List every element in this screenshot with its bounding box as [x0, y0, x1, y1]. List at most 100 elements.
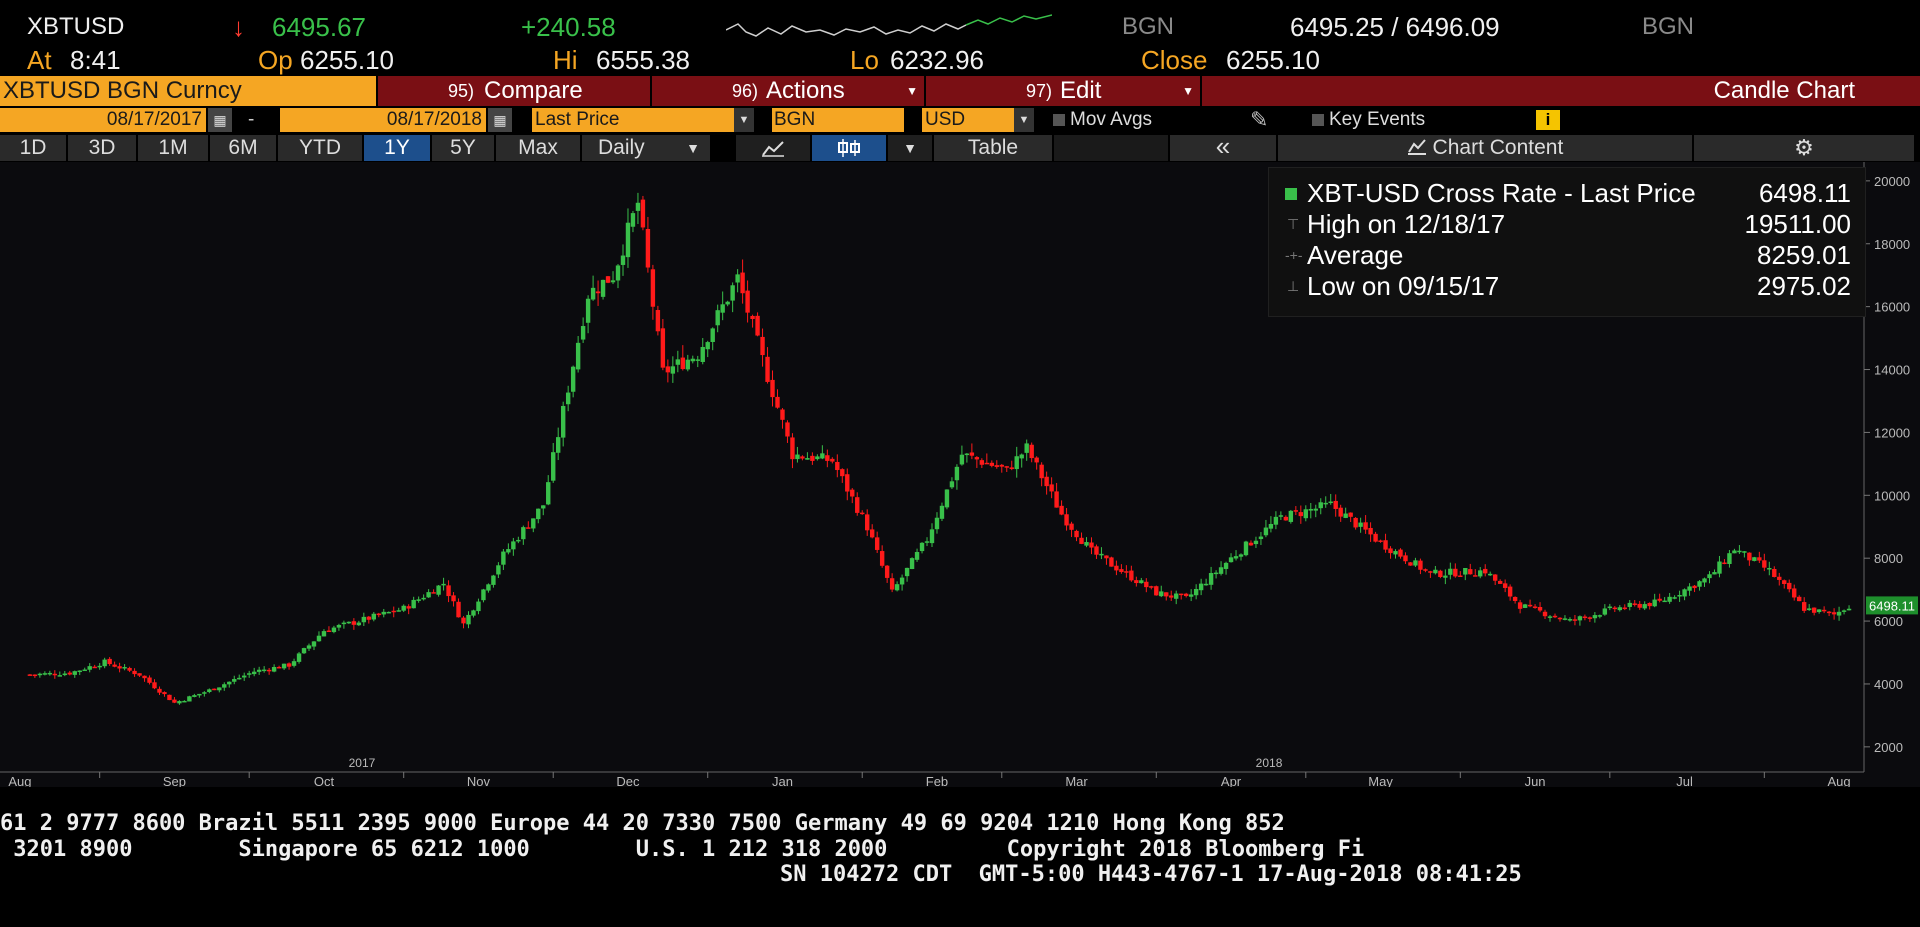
candle-down [1762, 560, 1767, 568]
footer-session-info: SN 104272 CDT GMT-5:00 H443-4767-1 17-Au… [780, 862, 1522, 887]
range-dash: - [248, 109, 255, 130]
candle-up [301, 648, 307, 654]
candle-up [1488, 573, 1493, 576]
candle-down [1383, 540, 1388, 550]
candle-up [1841, 610, 1847, 612]
candle-down [884, 565, 890, 578]
end-date-field[interactable]: 08/17/2018 [280, 108, 486, 132]
ticker-symbol: XBTUSD [27, 13, 125, 40]
x-month-label: Aug [1828, 774, 1851, 787]
period-6m-button[interactable]: 6M [210, 135, 276, 161]
chevron-down-icon: ▼ [686, 140, 700, 156]
actions-number: 96) [732, 81, 759, 101]
y-tick-label: 10000 [1874, 488, 1910, 503]
candle-up [1607, 606, 1613, 609]
candle-down [1612, 607, 1618, 610]
line-chart-icon[interactable] [736, 135, 810, 161]
chart-content-button[interactable]: Chart Content [1278, 135, 1692, 161]
frequency-select[interactable]: Daily ▼ [582, 135, 710, 161]
chevron-down-icon[interactable]: ▼ [1014, 108, 1034, 132]
source-field[interactable]: BGN [772, 108, 904, 132]
candle-up [1433, 569, 1438, 574]
legend-value: 19511.00 [1744, 209, 1851, 239]
candle-up [944, 489, 950, 508]
candle-up [202, 692, 207, 694]
calendar-icon[interactable]: ▦ [208, 108, 232, 132]
candle-down [780, 409, 785, 420]
table-button[interactable]: Table [934, 135, 1052, 161]
chevron-down-icon[interactable]: ▼ [888, 135, 932, 161]
candle-down [1777, 576, 1782, 580]
candle-down [112, 664, 117, 667]
security-field[interactable]: XBTUSD BGN Curncy [0, 76, 376, 106]
candle-up [1238, 554, 1244, 557]
candle-down [1632, 603, 1637, 605]
candle-down [865, 514, 870, 531]
intraday-sparkline [726, 14, 1052, 37]
chart-type-menu[interactable]: Candle Chart [1202, 76, 1920, 106]
candle-down [869, 529, 875, 538]
period-max-button[interactable]: Max [496, 135, 580, 161]
candle-down [595, 291, 601, 294]
candle-down [137, 673, 142, 676]
candle-up [496, 565, 501, 575]
settings-gear-icon[interactable]: ⚙ [1694, 135, 1914, 161]
candle-up [536, 508, 541, 520]
candle-down [1692, 585, 1697, 589]
candle-up [87, 666, 92, 670]
key-events-checkbox[interactable] [1312, 114, 1324, 126]
candle-chart-icon[interactable] [812, 135, 886, 161]
candle-down [1537, 607, 1543, 611]
candle-down [889, 578, 895, 590]
candle-up [1099, 553, 1104, 556]
candle-up [1393, 551, 1398, 555]
actions-menu[interactable]: 96) Actions ▼ [652, 76, 924, 106]
x-month-label: May [1368, 774, 1393, 787]
currency-select[interactable]: USD [922, 108, 1014, 132]
chart-content-label: Chart Content [1432, 136, 1564, 159]
period-3d-button[interactable]: 3D [68, 135, 136, 161]
candle-up [396, 610, 401, 612]
period-1m-button[interactable]: 1M [138, 135, 208, 161]
candle-up [346, 621, 352, 624]
x-month-label: Dec [616, 774, 640, 787]
candle-down [755, 315, 760, 336]
candle-down [1338, 507, 1343, 517]
period-5y-button[interactable]: 5Y [432, 135, 494, 161]
candle-up [1816, 609, 1822, 613]
candle-down [1039, 464, 1044, 479]
price-field-select[interactable]: Last Price [532, 108, 754, 132]
candle-up [1707, 574, 1712, 579]
edit-number: 97) [1026, 81, 1053, 101]
info-icon[interactable]: i [1536, 110, 1560, 130]
chart-legend[interactable]: XBT-USD Cross Rate - Last Price 6498.11 … [1268, 167, 1866, 317]
candle-down [117, 666, 122, 669]
period-ytd-button[interactable]: YTD [278, 135, 362, 161]
calendar-icon[interactable]: ▦ [488, 108, 512, 132]
candle-down [979, 460, 985, 465]
candle-down [665, 366, 671, 373]
chevron-down-icon[interactable]: ▼ [734, 108, 754, 132]
collapse-icon[interactable]: « [1170, 133, 1276, 161]
candle-down [406, 606, 411, 609]
x-month-label: Jun [1525, 774, 1546, 787]
edit-menu[interactable]: 97) Edit ▼ [926, 76, 1200, 106]
compare-menu[interactable]: 95) Compare [378, 76, 650, 106]
candle-up [1672, 597, 1677, 599]
pencil-icon[interactable]: ✎ [1250, 107, 1269, 132]
candle-down [1034, 457, 1039, 463]
candle-down [1722, 562, 1727, 565]
candle-up [192, 695, 197, 697]
candle-up [411, 599, 416, 609]
start-date-field[interactable]: 08/17/2017 [0, 108, 206, 132]
candle-up [476, 601, 481, 612]
candle-up [560, 405, 566, 438]
period-1d-button[interactable]: 1D [0, 135, 66, 161]
candle-down [825, 455, 830, 461]
chevron-down-icon: ▼ [1182, 84, 1194, 98]
mov-avgs-checkbox[interactable] [1053, 114, 1065, 126]
period-1y-button[interactable]: 1Y [364, 135, 430, 161]
candle-down [1353, 517, 1358, 528]
close-price: 6255.10 [1226, 45, 1320, 75]
legend-row-low: ⊥ Low on 09/15/17 2975.02 [1287, 271, 1851, 302]
